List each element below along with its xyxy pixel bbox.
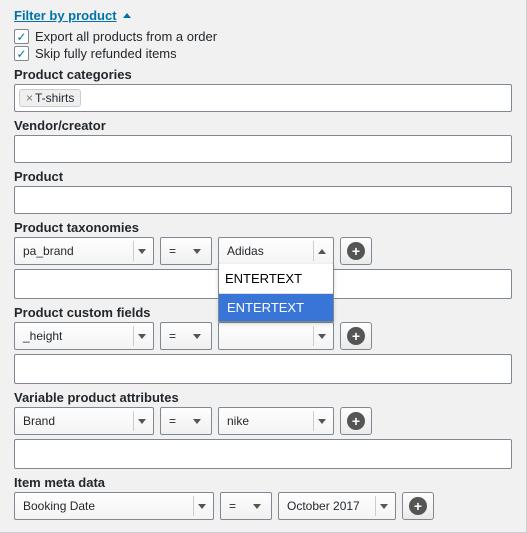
export-all-row: ✓ Export all products from a order bbox=[14, 29, 512, 44]
chevron-down-icon bbox=[189, 326, 205, 346]
custom-fields-compare-value: = bbox=[169, 329, 176, 343]
variable-attrs-result-box[interactable] bbox=[14, 439, 512, 469]
chevron-down-icon bbox=[133, 411, 149, 431]
variable-attrs-compare-value: = bbox=[169, 414, 176, 428]
product-categories-label: Product categories bbox=[14, 67, 512, 82]
chevron-down-icon bbox=[189, 411, 205, 431]
variable-attrs-field-select[interactable]: Brand bbox=[14, 407, 154, 435]
variable-attrs-label: Variable product attributes bbox=[14, 390, 512, 405]
item-meta-value: October 2017 bbox=[287, 499, 360, 513]
variable-attrs-compare-select[interactable]: = bbox=[160, 407, 212, 435]
filter-panel: Filter by product ✓ Export all products … bbox=[0, 0, 527, 533]
variable-attrs-row: Brand = nike + bbox=[14, 407, 512, 435]
product-input[interactable] bbox=[14, 186, 512, 214]
product-label: Product bbox=[14, 169, 512, 184]
variable-attrs-value-select[interactable]: nike bbox=[218, 407, 334, 435]
chevron-down-icon bbox=[189, 241, 205, 261]
collapse-caret-icon bbox=[123, 13, 131, 18]
custom-fields-row: _height = + bbox=[14, 322, 512, 350]
taxonomies-compare-value: = bbox=[169, 244, 176, 258]
export-all-label: Export all products from a order bbox=[35, 29, 217, 44]
check-icon: ✓ bbox=[16, 31, 26, 43]
plus-icon: + bbox=[347, 327, 365, 345]
taxonomies-field-select[interactable]: pa_brand bbox=[14, 237, 154, 265]
chevron-down-icon bbox=[133, 326, 149, 346]
taxonomies-label: Product taxonomies bbox=[14, 220, 512, 235]
item-meta-field-value: Booking Date bbox=[23, 499, 95, 513]
taxonomies-value-select[interactable]: Adidas bbox=[218, 237, 334, 265]
taxonomies-compare-select[interactable]: = bbox=[160, 237, 212, 265]
skip-refunded-label: Skip fully refunded items bbox=[35, 46, 177, 61]
item-meta-row: Booking Date = October 2017 + bbox=[14, 492, 512, 520]
chevron-down-icon bbox=[249, 496, 265, 516]
chevron-up-icon bbox=[313, 241, 329, 261]
close-icon[interactable]: × bbox=[26, 91, 33, 105]
taxonomies-dropdown: ENTERTEXT bbox=[218, 264, 334, 322]
dropdown-search-input[interactable] bbox=[219, 264, 333, 294]
dropdown-option[interactable]: ENTERTEXT bbox=[219, 294, 333, 321]
custom-fields-result-box[interactable] bbox=[14, 354, 512, 384]
custom-fields-compare-select[interactable]: = bbox=[160, 322, 212, 350]
taxonomies-value-wrap: Adidas ENTERTEXT bbox=[218, 237, 334, 265]
check-icon: ✓ bbox=[16, 48, 26, 60]
custom-fields-add-button[interactable]: + bbox=[340, 322, 372, 350]
item-meta-label: Item meta data bbox=[14, 475, 512, 490]
plus-icon: + bbox=[347, 412, 365, 430]
custom-fields-field-select[interactable]: _height bbox=[14, 322, 154, 350]
chevron-down-icon bbox=[313, 411, 329, 431]
skip-refunded-row: ✓ Skip fully refunded items bbox=[14, 46, 512, 61]
custom-fields-field-value: _height bbox=[23, 329, 62, 343]
chevron-down-icon bbox=[313, 326, 329, 346]
chevron-down-icon bbox=[375, 496, 391, 516]
skip-refunded-checkbox[interactable]: ✓ bbox=[14, 46, 29, 61]
variable-attrs-field-value: Brand bbox=[23, 414, 55, 428]
item-meta-add-button[interactable]: + bbox=[402, 492, 434, 520]
taxonomies-row: pa_brand = Adidas ENTERTEXT + bbox=[14, 237, 512, 265]
header-title: Filter by product bbox=[14, 8, 117, 23]
chevron-down-icon bbox=[193, 496, 209, 516]
taxonomies-value: Adidas bbox=[227, 244, 264, 258]
vendor-input[interactable] bbox=[14, 135, 512, 163]
custom-fields-value-select[interactable] bbox=[218, 322, 334, 350]
vendor-label: Vendor/creator bbox=[14, 118, 512, 133]
filter-by-product-header[interactable]: Filter by product bbox=[14, 8, 131, 23]
taxonomies-add-button[interactable]: + bbox=[340, 237, 372, 265]
plus-icon: + bbox=[409, 497, 427, 515]
chevron-down-icon bbox=[133, 241, 149, 261]
plus-icon: + bbox=[347, 242, 365, 260]
product-categories-input[interactable]: × T-shirts bbox=[14, 84, 512, 112]
item-meta-field-select[interactable]: Booking Date bbox=[14, 492, 214, 520]
variable-attrs-value: nike bbox=[227, 414, 249, 428]
item-meta-compare-value: = bbox=[229, 499, 236, 513]
export-all-checkbox[interactable]: ✓ bbox=[14, 29, 29, 44]
tag-tshirts[interactable]: × T-shirts bbox=[19, 89, 81, 107]
taxonomies-field-value: pa_brand bbox=[23, 244, 74, 258]
item-meta-value-select[interactable]: October 2017 bbox=[278, 492, 396, 520]
item-meta-compare-select[interactable]: = bbox=[220, 492, 272, 520]
tag-label: T-shirts bbox=[35, 91, 74, 105]
variable-attrs-add-button[interactable]: + bbox=[340, 407, 372, 435]
